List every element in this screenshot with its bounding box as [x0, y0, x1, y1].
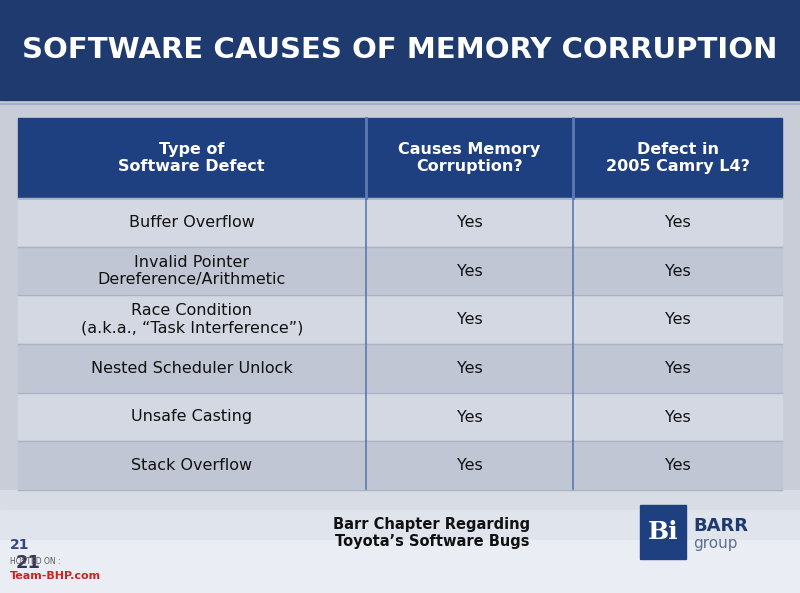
- Text: Yes: Yes: [665, 312, 690, 327]
- Text: Nested Scheduler Unlock: Nested Scheduler Unlock: [91, 361, 293, 376]
- Text: BARR: BARR: [693, 517, 748, 534]
- Bar: [0, 510, 800, 593]
- Text: Yes: Yes: [457, 410, 482, 425]
- Bar: [18, 344, 782, 393]
- Bar: [18, 393, 782, 441]
- Text: Yes: Yes: [457, 361, 482, 376]
- Text: SOFTWARE CAUSES OF MEMORY CORRUPTION: SOFTWARE CAUSES OF MEMORY CORRUPTION: [22, 36, 778, 64]
- Text: Yes: Yes: [665, 215, 690, 230]
- Text: Invalid Pointer
Dereference/Arithmetic: Invalid Pointer Dereference/Arithmetic: [98, 255, 286, 287]
- Text: Yes: Yes: [457, 215, 482, 230]
- Bar: [18, 198, 782, 247]
- Text: 21: 21: [15, 554, 41, 572]
- Text: 21: 21: [10, 538, 30, 552]
- Text: Bi: Bi: [648, 520, 678, 544]
- Text: group: group: [693, 537, 738, 551]
- Bar: [0, 0, 800, 100]
- Text: Team-BHP.com: Team-BHP.com: [10, 571, 101, 581]
- Text: Barr Chapter Regarding
Toyota’s Software Bugs: Barr Chapter Regarding Toyota’s Software…: [334, 517, 530, 550]
- Text: Unsafe Casting: Unsafe Casting: [131, 410, 252, 425]
- Text: Yes: Yes: [665, 361, 690, 376]
- Text: Stack Overflow: Stack Overflow: [131, 458, 252, 473]
- Bar: [640, 505, 686, 559]
- Bar: [18, 118, 782, 490]
- Text: Yes: Yes: [665, 263, 690, 279]
- Text: Race Condition
(a.k.a., “Task Interference”): Race Condition (a.k.a., “Task Interferen…: [81, 304, 303, 336]
- Text: Defect in
2005 Camry L4?: Defect in 2005 Camry L4?: [606, 142, 750, 174]
- Text: Yes: Yes: [457, 263, 482, 279]
- Text: Type of
Software Defect: Type of Software Defect: [118, 142, 265, 174]
- Text: Yes: Yes: [665, 410, 690, 425]
- Text: Buffer Overflow: Buffer Overflow: [129, 215, 254, 230]
- Bar: [18, 247, 782, 295]
- Bar: [0, 490, 800, 593]
- Text: HOSTED ON :: HOSTED ON :: [10, 556, 61, 566]
- Text: Yes: Yes: [457, 458, 482, 473]
- Text: Causes Memory
Corruption?: Causes Memory Corruption?: [398, 142, 541, 174]
- Text: Yes: Yes: [665, 458, 690, 473]
- Bar: [18, 441, 782, 490]
- Bar: [0, 540, 800, 593]
- Bar: [18, 295, 782, 344]
- Bar: [18, 118, 782, 198]
- Text: Yes: Yes: [457, 312, 482, 327]
